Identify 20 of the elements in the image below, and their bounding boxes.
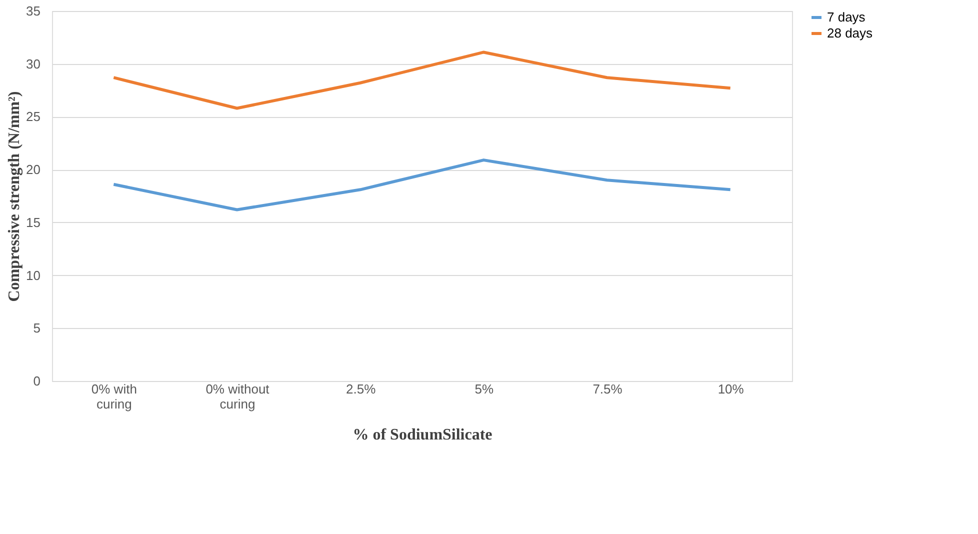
y-tick-label: 10	[26, 268, 40, 283]
y-tick-label: 20	[26, 162, 40, 178]
x-tick-label: 10%	[718, 382, 744, 396]
x-tick-label: 7.5%	[592, 382, 623, 396]
legend-label: 7 days	[827, 10, 866, 24]
x-tick-label: 5%	[474, 382, 494, 396]
line-series	[112, 158, 732, 212]
x-axis-title: % of SodiumSilicate	[352, 426, 492, 444]
line-series	[112, 50, 732, 110]
x-tick-label: 0% with curing	[91, 382, 137, 412]
y-tick-label: 0	[33, 374, 40, 388]
y-axis-title: Compressive strength (N/mm²)	[6, 91, 24, 302]
legend-label: 28 days	[827, 26, 874, 40]
y-tick-label: 35	[26, 4, 40, 18]
y-tick-label: 30	[26, 56, 40, 72]
y-tick-label: 5	[33, 320, 40, 336]
x-tick-label: 2.5%	[346, 382, 376, 396]
y-tick-label: 15	[26, 214, 40, 230]
x-tick-label: 0% without curing	[206, 382, 270, 412]
y-tick-label: 25	[26, 109, 40, 124]
